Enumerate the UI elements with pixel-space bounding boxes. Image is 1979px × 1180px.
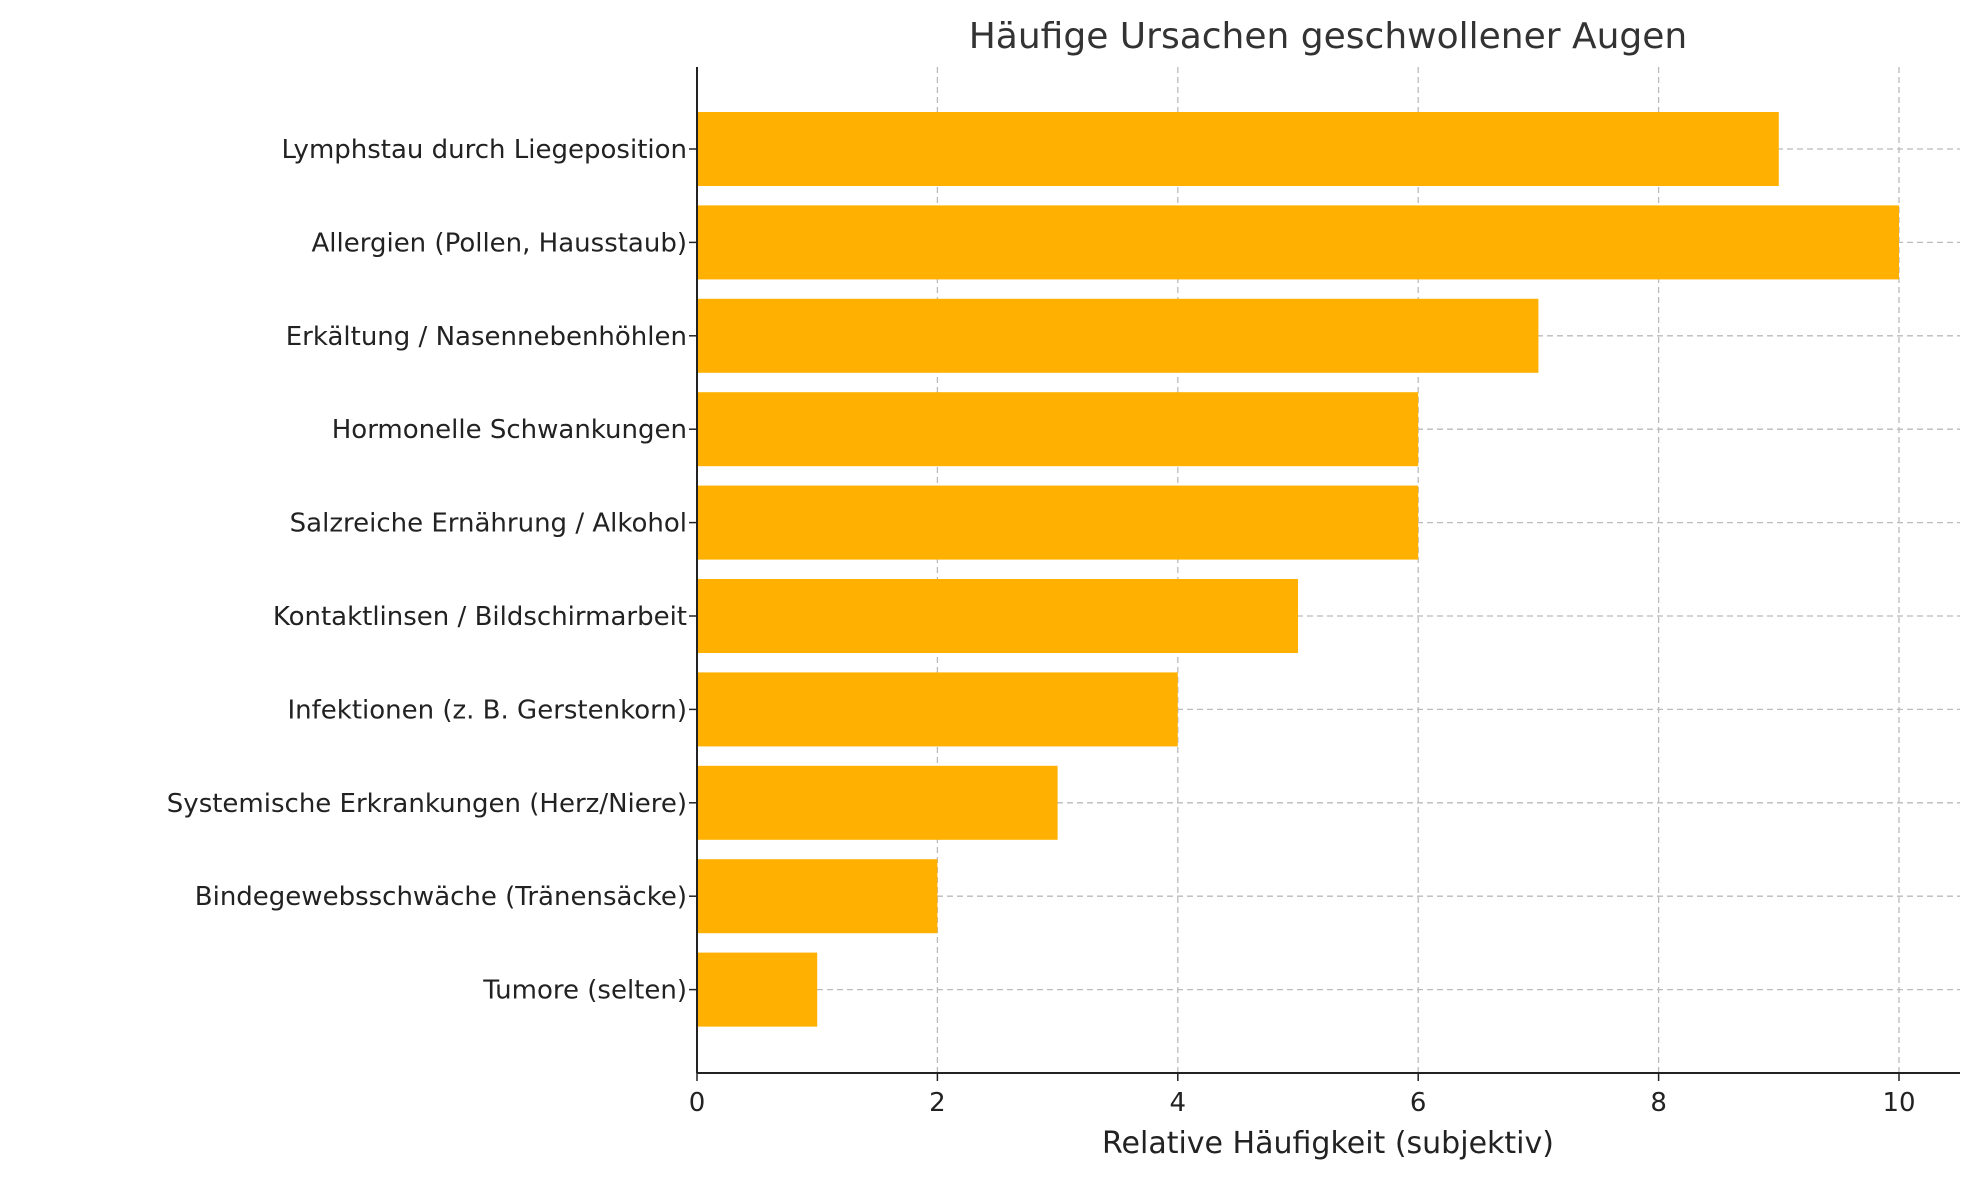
x-tick-label: 8 (1650, 1088, 1667, 1118)
category-label: Erkältung / Nasennebenhöhlen (286, 322, 687, 352)
x-tick-label: 4 (1170, 1088, 1187, 1118)
category-label: Kontaktlinsen / Bildschirmarbeit (273, 602, 687, 632)
bar (697, 205, 1899, 280)
bar (697, 859, 938, 934)
category-label: Infektionen (z. B. Gerstenkorn) (287, 695, 687, 725)
bar (697, 765, 1058, 840)
category-label: Salzreiche Ernährung / Alkohol (290, 509, 687, 539)
x-tick-label: 10 (1882, 1088, 1915, 1118)
bar (697, 392, 1419, 467)
category-label: Bindegewebsschwäche (Tränensäcke) (195, 882, 687, 912)
x-tick-label: 0 (689, 1088, 706, 1118)
category-label: Tumore (selten) (482, 976, 687, 1006)
bar (697, 485, 1419, 560)
x-tick-label: 2 (929, 1088, 946, 1118)
bar (697, 579, 1298, 653)
bar (697, 112, 1779, 186)
chart-title: Häufige Ursachen geschwollener Augen (969, 16, 1688, 57)
bars (697, 112, 1899, 1027)
category-label: Hormonelle Schwankungen (332, 415, 687, 445)
category-label: Allergien (Pollen, Hausstaub) (312, 228, 688, 258)
x-tick-label: 6 (1410, 1088, 1427, 1118)
x-axis-label: Relative Häufigkeit (subjektiv) (1102, 1126, 1554, 1161)
category-label: Lymphstau durch Liegeposition (281, 135, 687, 165)
x-tick-labels: 0 2 4 6 8 10 (689, 1073, 1916, 1118)
category-labels: Lymphstau durch Liegeposition Allergien (… (167, 135, 697, 1006)
bar (697, 672, 1178, 747)
category-label: Systemische Erkrankungen (Herz/Niere) (167, 789, 687, 819)
bar (697, 298, 1539, 373)
bar (697, 952, 818, 1027)
